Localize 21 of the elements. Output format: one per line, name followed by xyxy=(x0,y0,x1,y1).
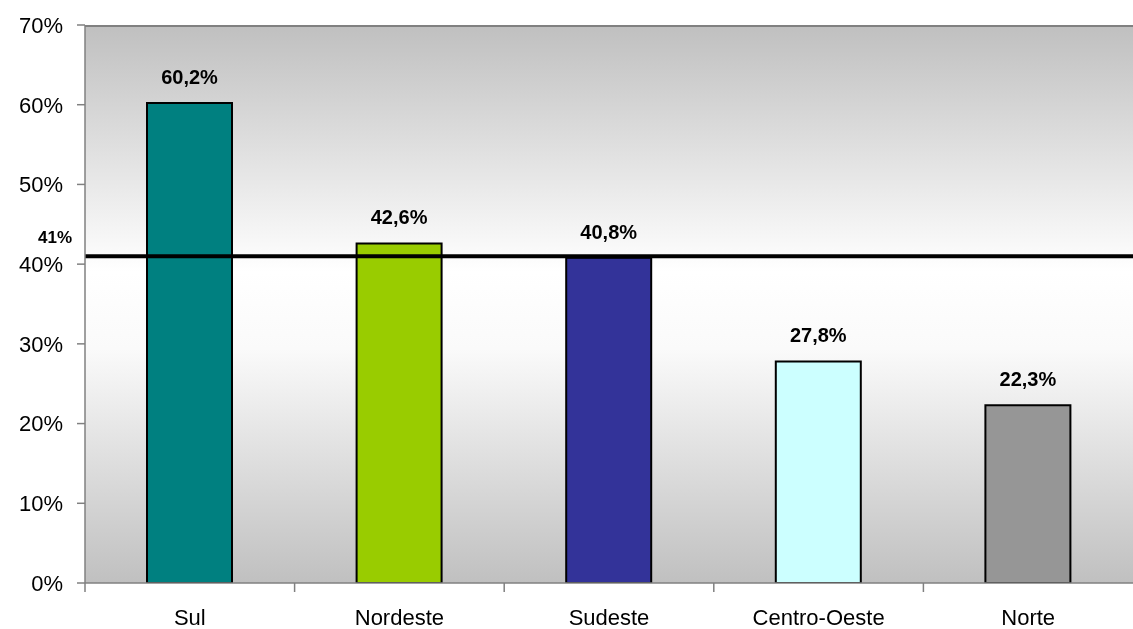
x-tick-label: Nordeste xyxy=(354,604,445,629)
y-tick-label: 0% xyxy=(31,570,63,596)
data-label: 27,8% xyxy=(789,324,847,347)
y-tick-label: 10% xyxy=(18,491,63,517)
bar xyxy=(774,360,862,583)
data-label: 22,3% xyxy=(999,368,1057,391)
y-tick-label: 60% xyxy=(18,92,63,118)
y-tick-label: 30% xyxy=(18,331,63,357)
y-tick-label: 50% xyxy=(18,172,63,198)
y-tick-label: 40% xyxy=(18,251,63,277)
x-tick-label: Sul xyxy=(173,604,206,629)
data-label: 60,2% xyxy=(161,66,219,89)
y-tick-label: 70% xyxy=(18,12,63,38)
y-tick-label: 20% xyxy=(18,411,63,437)
x-tick-label: Sudeste xyxy=(568,604,650,629)
ref-line-label: 41% xyxy=(37,228,73,248)
bar xyxy=(984,404,1072,583)
x-tick-label: Centro-Oeste xyxy=(752,604,885,629)
x-tick-label: Norte xyxy=(1001,604,1056,629)
data-label: 40,8% xyxy=(580,220,638,243)
data-label: 42,6% xyxy=(370,206,428,229)
